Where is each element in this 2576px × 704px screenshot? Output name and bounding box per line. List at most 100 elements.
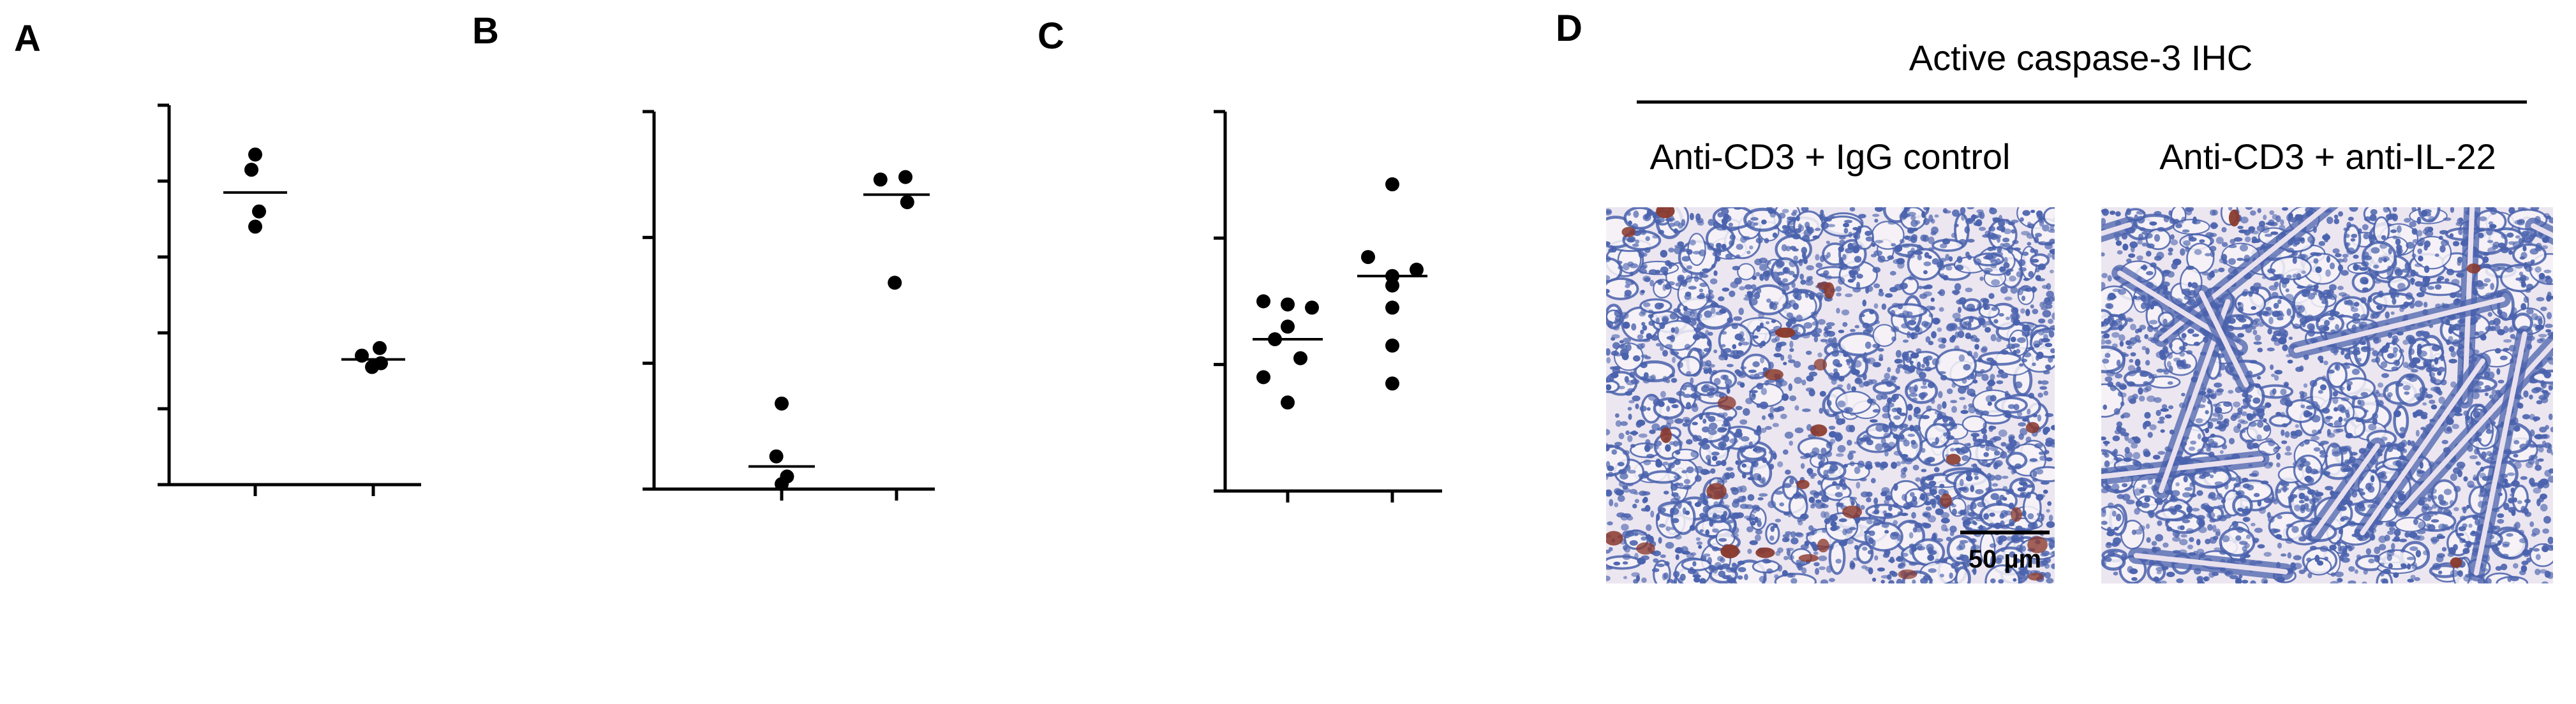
tissue-nucleus [1948,422,1958,427]
tissue-nucleus [2036,469,2044,475]
tissue-nucleus [1842,322,1848,327]
tissue-nucleus [1957,495,1962,500]
tissue-nucleus [2018,480,2027,486]
tissue-nucleus [2017,287,2023,295]
tissue-nucleus [1670,334,1676,342]
tissue-nucleus [1773,452,1777,460]
tissue-nucleus [2170,508,2177,515]
tissue-nucleus [2009,312,2018,320]
tissue-nucleus [2450,569,2459,578]
tissue-nucleus [1808,371,1818,377]
panel-c-data-points [1256,177,1424,410]
tissue-nucleus [1765,426,1772,430]
tissue-nucleus [1796,215,1800,221]
tissue-nucleus [2490,282,2494,290]
tissue-nucleus [2051,253,2055,260]
tissue-nucleus [1710,302,1719,308]
tissue-nucleus [1908,520,1917,524]
tissue-nucleus [2510,493,2514,497]
tissue-nucleus [1912,464,1919,471]
tissue-nucleus [2141,346,2147,351]
tissue-nucleus [1949,525,1957,533]
tissue-nucleus [2270,231,2279,235]
tissue-nucleus [1681,470,1688,474]
tissue-nucleus [2004,256,2008,265]
tissue-nucleus [2250,580,2256,583]
tissue-nucleus [1904,457,1913,465]
tissue-nucleus [2316,404,2320,411]
tissue-nucleus [1826,330,1836,337]
tissue-nucleus [2122,483,2128,488]
tissue-nucleus [1768,413,1774,418]
tissue-nucleus [1865,460,1872,467]
tissue-nucleus [1639,311,1646,317]
tissue-nucleus [1685,510,1690,515]
tissue-nucleus [2275,534,2282,539]
tissue-nucleus [1751,284,1757,290]
tissue-nucleus [1826,565,1833,573]
tissue-nucleus [2543,516,2551,524]
tissue-nucleus [1659,322,1665,330]
tissue-nucleus [1787,510,1792,518]
tissue-nucleus [2409,278,2416,282]
tissue-nucleus [1606,255,1611,263]
tissue-nucleus [1890,375,1896,380]
tissue-nucleus [1685,275,1692,283]
tissue-nucleus [2477,252,2483,259]
tissue-nucleus [2103,318,2111,325]
tissue-nucleus [1606,275,1611,281]
data-point [775,477,789,492]
tissue-nucleus [1756,403,1761,408]
tissue-nucleus [1727,520,1734,524]
tissue-nucleus [1965,218,1972,224]
tissue-nucleus [1713,501,1720,508]
tissue-nucleus [2153,576,2159,582]
tissue-nucleus [1681,219,1686,226]
tissue-nucleus [1700,335,1707,339]
tissue-nucleus [1886,574,1892,580]
tissue-nucleus [2338,529,2343,534]
panel-label-a: A [14,18,41,59]
tissue-nucleus [1808,389,1815,397]
tissue-nucleus [1702,367,1709,370]
tissue-nucleus [1922,483,1931,490]
tissue-nucleus [2263,418,2267,423]
tissue-nucleus [2379,562,2385,567]
tissue-nucleus [1874,555,1879,561]
tissue-nucleus [1606,445,1610,451]
tissue-nucleus [2269,528,2279,534]
tissue-nucleus [1713,270,1718,276]
tissue-nucleus [2370,209,2378,216]
tissue-nucleus [2257,208,2261,214]
tissue-nucleus [1662,573,1667,581]
tissue-nucleus [1884,445,1893,451]
tissue-nucleus [1967,376,1972,380]
tissue-nucleus [2489,394,2494,399]
tissue-nucleus [1984,326,1992,333]
tissue-nucleus [2336,577,2342,583]
tissue-nucleus [1632,395,1641,402]
tissue-nucleus [2339,554,2344,561]
tissue-nucleus [1709,278,1718,284]
tissue-nucleus [1820,222,1829,230]
tissue-nucleus [1882,553,1890,558]
tissue-nucleus [2042,224,2050,231]
tissue-nucleus [2402,362,2409,369]
tissue-nucleus [2240,405,2249,409]
tissue-nucleus [2415,263,2423,267]
tissue-nucleus [2529,521,2535,527]
tissue-nucleus [2404,391,2410,395]
tissue-nucleus [2101,436,2106,441]
tissue-nucleus [2237,258,2244,261]
tissue-nucleus [2538,446,2544,453]
tissue-nucleus [2101,272,2108,279]
caspase-3-stain [2011,507,2023,522]
tissue-nucleus [1656,513,1660,521]
tissue-nucleus [1896,556,1904,562]
tissue-nucleus [1672,440,1679,447]
tissue-nucleus [1973,441,1982,447]
tissue-nucleus [2473,385,2482,390]
tissue-nucleus [1674,459,1681,466]
tissue-nucleus [1813,336,1819,342]
tissue-nucleus [2030,304,2034,309]
